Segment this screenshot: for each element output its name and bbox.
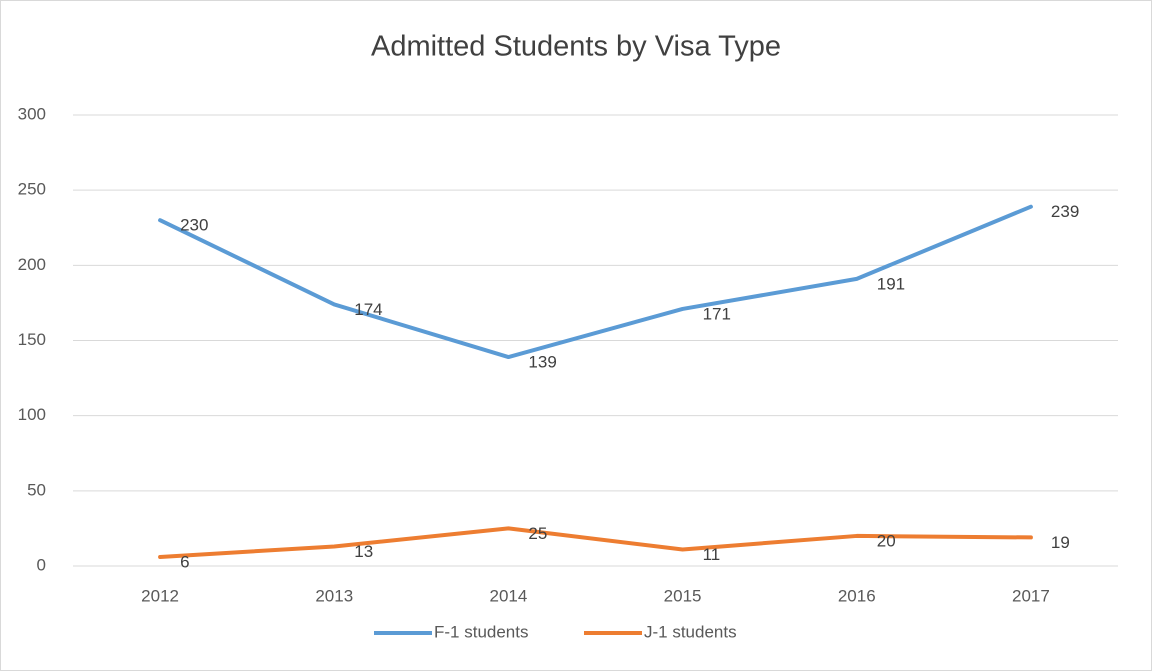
legend-label: J-1 students [644,622,737,641]
y-tick-label: 0 [37,555,46,574]
line-series [158,204,1033,360]
data-label: 25 [528,524,547,543]
data-label: 174 [354,300,382,319]
data-label: 20 [877,531,896,550]
y-tick-label: 200 [18,255,46,274]
data-label: 239 [1051,202,1079,221]
data-label: 6 [180,552,189,571]
data-label: 19 [1051,533,1070,552]
y-tick-label: 100 [18,405,46,424]
y-tick-label: 250 [18,180,46,199]
data-label: 11 [703,545,721,564]
x-tick-label: 2013 [315,586,353,605]
y-tick-label: 300 [18,104,46,123]
data-label: 13 [354,542,373,561]
data-label: 191 [877,274,905,293]
x-tick-label: 2014 [490,586,528,605]
chart-title: Admitted Students by Visa Type [371,31,781,63]
data-label: 230 [180,216,208,235]
legend-label: F-1 students [434,622,529,641]
data-label: 139 [528,353,556,372]
x-tick-label: 2012 [141,586,179,605]
y-tick-label: 50 [27,480,46,499]
x-tick-label: 2016 [838,586,876,605]
x-tick-label: 2017 [1012,586,1050,605]
line-series [158,526,1033,559]
x-tick-label: 2015 [664,586,702,605]
data-label: 171 [703,304,731,323]
y-tick-label: 150 [18,330,46,349]
